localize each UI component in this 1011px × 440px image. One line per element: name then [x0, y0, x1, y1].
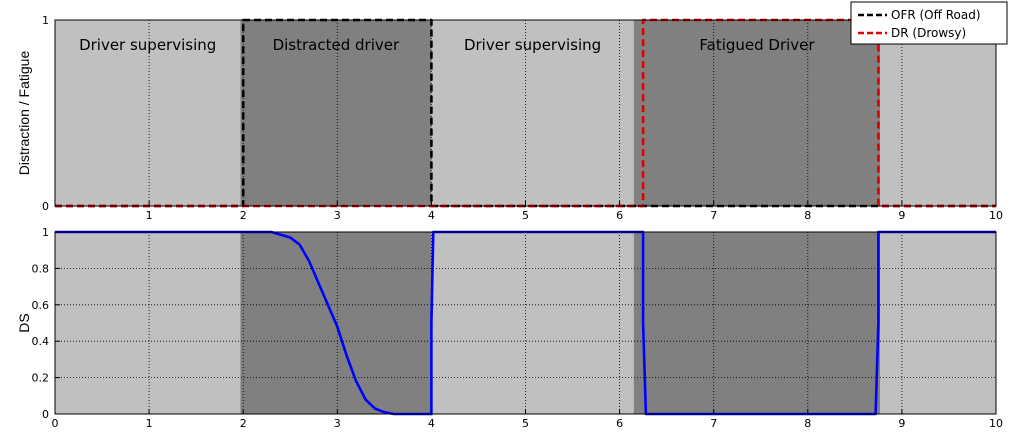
x-tick-label: 2 [240, 209, 247, 222]
y-tick-label: 0.4 [32, 335, 50, 348]
phase-label: Distracted driver [273, 36, 400, 54]
background-region [431, 232, 634, 414]
x-tick-label: 1 [146, 209, 153, 222]
y-tick-label: 0.2 [32, 372, 50, 385]
background-region [240, 20, 432, 206]
x-tick-label: 1 [146, 417, 153, 430]
x-tick-label: 0 [52, 417, 59, 430]
background-region [55, 232, 241, 414]
background-region [55, 20, 241, 206]
x-tick-label: 8 [804, 417, 811, 430]
background-region [431, 20, 634, 206]
x-tick-label: 10 [989, 417, 1003, 430]
x-tick-label: 9 [898, 417, 905, 430]
x-tick-label: 3 [334, 209, 341, 222]
x-tick-label: 3 [334, 417, 341, 430]
series-line-ds [55, 230, 996, 416]
x-tick-label: 5 [522, 417, 529, 430]
x-tick-label: 6 [616, 209, 623, 222]
background-region [880, 20, 996, 206]
y-tick-label: 0 [42, 200, 49, 213]
phase-label: Fatigued Driver [699, 36, 815, 54]
legend-entry-label: OFR (Off Road) [891, 8, 981, 22]
x-tick-label: 5 [522, 209, 529, 222]
distraction-fatigue-panel: Driver supervising Distracted driver Drive… [16, 14, 1003, 222]
background-region [633, 20, 881, 206]
background-region [880, 232, 996, 414]
y-tick-label: 1 [42, 226, 49, 239]
x-tick-label: 9 [898, 209, 905, 222]
x-tick-label: 10 [989, 209, 1003, 222]
phase-label: Driver supervising [464, 36, 601, 54]
legend-entry-label: DR (Drowsy) [891, 26, 966, 40]
y-tick-label: 0 [42, 408, 49, 421]
ds-panel: 0 1 2 3 4 5 6 7 8 9 10 0 0.2 0.4 0.6 0.8 1 DS [16, 226, 1003, 430]
y-tick-label: 0.6 [32, 299, 50, 312]
y-tick-label: 0.8 [32, 262, 50, 275]
x-tick-label: 4 [428, 209, 435, 222]
x-tick-label: 7 [710, 417, 717, 430]
x-tick-label: 2 [240, 417, 247, 430]
legend-box [850, 1, 1008, 45]
x-tick-label: 7 [710, 209, 717, 222]
y-axis-label: Distraction / Fatigue [16, 51, 32, 176]
x-tick-label: 4 [428, 417, 435, 430]
x-tick-label: 6 [616, 417, 623, 430]
y-axis-label: DS [16, 313, 32, 332]
y-tick-label: 1 [42, 14, 49, 27]
background-region [633, 232, 881, 414]
legend: OFR (Off Road) DR (Drowsy) [850, 1, 1008, 45]
phase-label: Driver supervising [79, 36, 216, 54]
x-tick-label: 8 [804, 209, 811, 222]
